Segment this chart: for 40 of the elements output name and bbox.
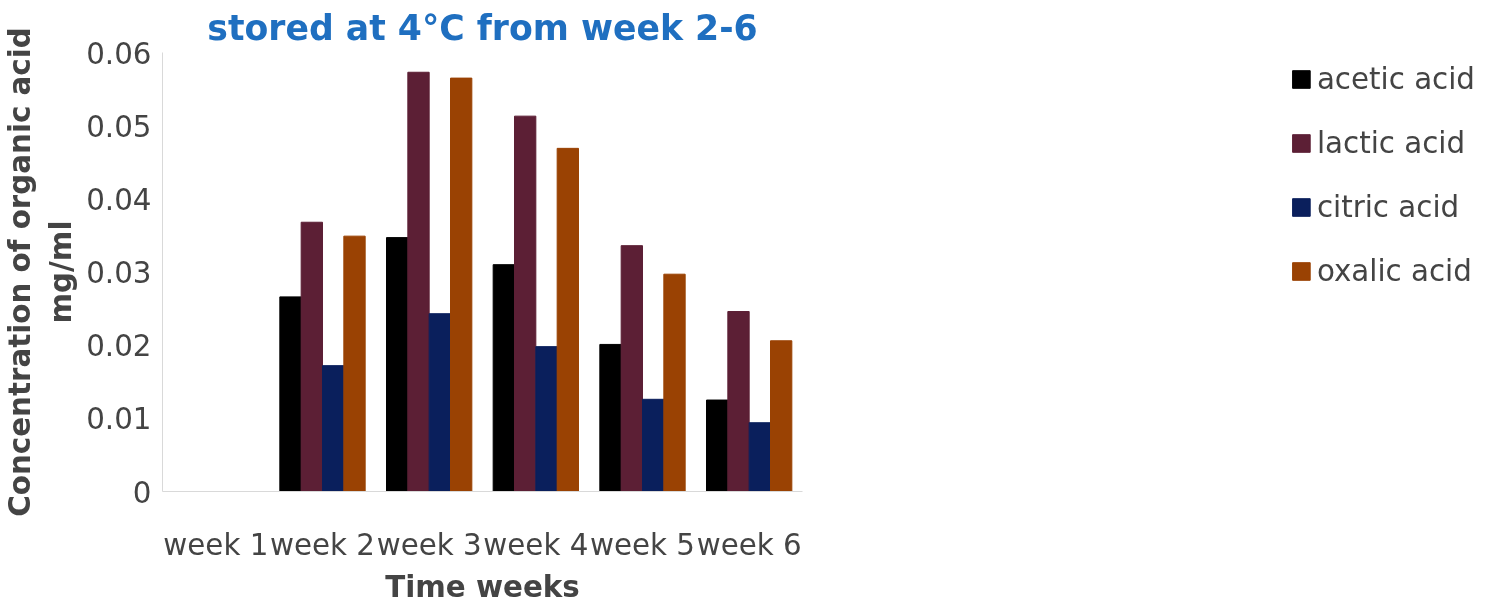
y-tick-label: 0.05	[86, 109, 152, 144]
x-tick-label: week 1	[163, 527, 269, 562]
bar	[386, 237, 409, 492]
y-tick-label: 0.04	[86, 182, 152, 217]
bar	[279, 296, 302, 492]
legend-label: acetic acid	[1316, 62, 1475, 96]
bar	[556, 147, 579, 492]
y-tick-label: 0.06	[86, 36, 152, 71]
chart-title: stored at 4°C from week 2-6	[207, 7, 758, 48]
bar	[535, 346, 558, 492]
bar	[706, 399, 729, 492]
x-tick-label: week 4	[483, 527, 589, 562]
y-tick-label: 0	[132, 475, 152, 510]
x-tick-label: week 3	[376, 527, 482, 562]
bar	[620, 245, 643, 492]
bar	[599, 343, 622, 492]
bar	[407, 71, 430, 492]
bar	[514, 115, 537, 492]
legend-label: oxalic acid	[1316, 254, 1472, 288]
x-tick-label: week 5	[589, 527, 696, 562]
y-tick-label: 0.02	[86, 329, 152, 364]
y-tick-label: 0.03	[86, 256, 152, 290]
bar	[343, 235, 366, 492]
x-axis-title: Time weeks	[385, 569, 580, 604]
bar	[748, 422, 771, 492]
bar	[727, 311, 750, 492]
bar	[450, 77, 473, 492]
y-tick-label: 0.01	[86, 402, 152, 437]
bar	[322, 365, 345, 492]
bar	[492, 264, 515, 492]
legend-label: citric acid	[1316, 190, 1460, 224]
x-tick-label: week 6	[696, 527, 802, 562]
bar	[428, 313, 451, 492]
y-axis-title: Concentration of organic acid mg/ml	[3, 27, 79, 517]
bar	[300, 221, 323, 492]
bar	[770, 340, 793, 492]
x-tick-label: week 2	[269, 527, 376, 562]
bar	[663, 273, 686, 492]
bar	[642, 398, 665, 492]
legend-label: lactic acid	[1316, 126, 1466, 160]
